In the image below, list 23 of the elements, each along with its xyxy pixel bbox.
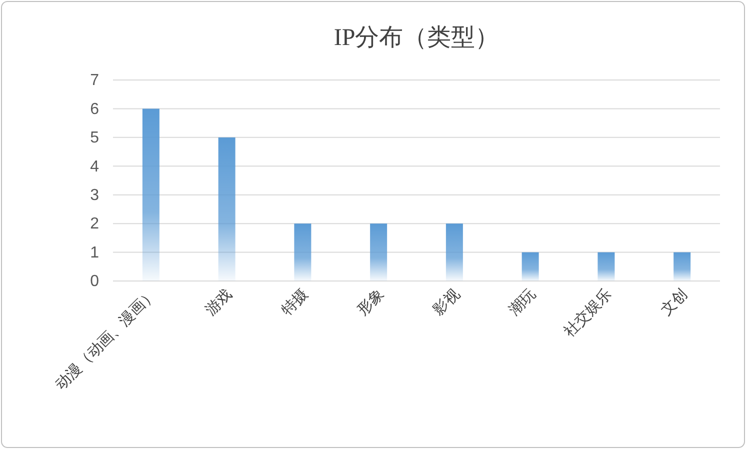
y-tick-label: 1 <box>90 244 100 262</box>
y-tick-label: 4 <box>90 158 100 176</box>
bar <box>446 224 463 281</box>
x-tick-label: 特摄 <box>278 285 312 320</box>
x-tick-label: 文创 <box>656 285 691 320</box>
bar <box>522 252 539 281</box>
y-tick-label: 2 <box>90 216 100 233</box>
bar <box>674 252 691 281</box>
x-tick-label: 游戏 <box>202 285 236 320</box>
bar <box>294 224 312 281</box>
bar <box>142 108 160 281</box>
bar <box>370 224 388 281</box>
y-tick-label: 7 <box>90 72 100 90</box>
y-tick-label: 5 <box>90 130 100 147</box>
bar <box>598 252 615 281</box>
chart-title: IP分布（类型） <box>334 25 500 51</box>
bar <box>218 137 236 281</box>
y-tick-label: 3 <box>90 186 100 204</box>
x-tick-label: 社交娱乐 <box>560 285 616 340</box>
y-tick-label: 6 <box>90 100 100 118</box>
x-tick-label: 潮玩 <box>505 285 540 320</box>
x-tick-label: 形象 <box>353 285 388 320</box>
x-tick-label: 影视 <box>429 285 464 320</box>
